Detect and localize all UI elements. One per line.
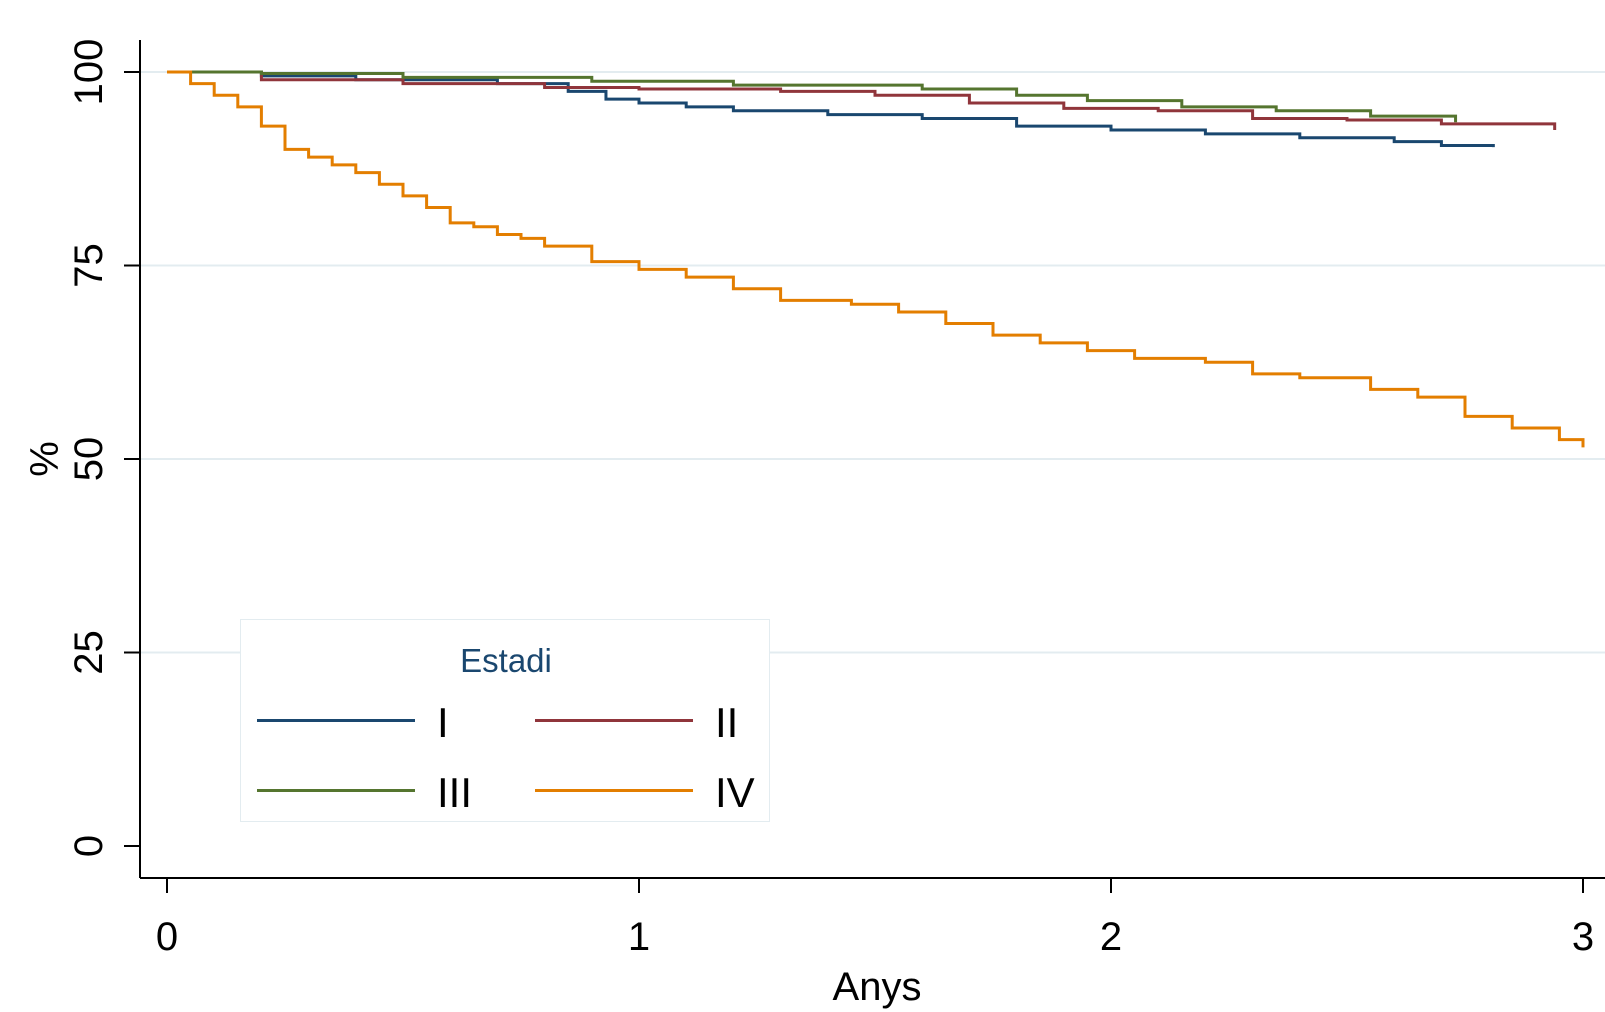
- series-line-III: [167, 70, 1458, 123]
- series-line-IV: [167, 70, 1585, 448]
- legend-swatch-1: [257, 719, 415, 722]
- legend-title: Estadi: [460, 642, 552, 679]
- y-tick-label-4: 100: [67, 39, 111, 106]
- legend: Estadi I II III IV: [240, 619, 770, 822]
- x-tick-label-3: 3: [1572, 915, 1594, 959]
- y-tick-label-2: 50: [67, 437, 111, 482]
- legend-label-2: II: [715, 699, 739, 746]
- series-line-II: [167, 70, 1557, 131]
- legend-swatch-2: [535, 719, 693, 722]
- legend-swatch-3: [257, 789, 415, 792]
- legend-swatch-4: [535, 789, 693, 792]
- x-tick-label-1: 1: [628, 915, 650, 959]
- ticks: 0 25 50 75 100 0 1 2 3: [67, 39, 1594, 959]
- y-axis-title: %: [23, 441, 67, 477]
- y-tick-label-3: 75: [67, 243, 111, 288]
- plot-lines: [167, 70, 1585, 448]
- x-axis-title: Anys: [833, 965, 922, 1009]
- x-tick-label-0: 0: [156, 915, 178, 959]
- x-tick-label-2: 2: [1100, 915, 1122, 959]
- gridlines: [141, 71, 1605, 654]
- legend-label-1: I: [437, 699, 449, 746]
- legend-label-4: IV: [715, 769, 755, 816]
- y-tick-label-1: 25: [67, 630, 111, 675]
- legend-label-3: III: [437, 769, 473, 816]
- y-tick-label-0: 0: [67, 835, 111, 857]
